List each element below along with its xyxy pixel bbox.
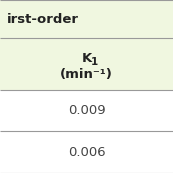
- Text: (min⁻¹): (min⁻¹): [60, 68, 113, 81]
- Text: irst-order: irst-order: [7, 12, 79, 26]
- Bar: [0, 38, 173, 90]
- Text: K: K: [81, 52, 92, 65]
- Bar: [0, 131, 173, 173]
- Bar: [0, 90, 173, 131]
- Bar: [0, 0, 173, 38]
- Text: 0.006: 0.006: [68, 146, 105, 159]
- Text: 1: 1: [91, 57, 98, 67]
- Text: 0.009: 0.009: [68, 104, 105, 117]
